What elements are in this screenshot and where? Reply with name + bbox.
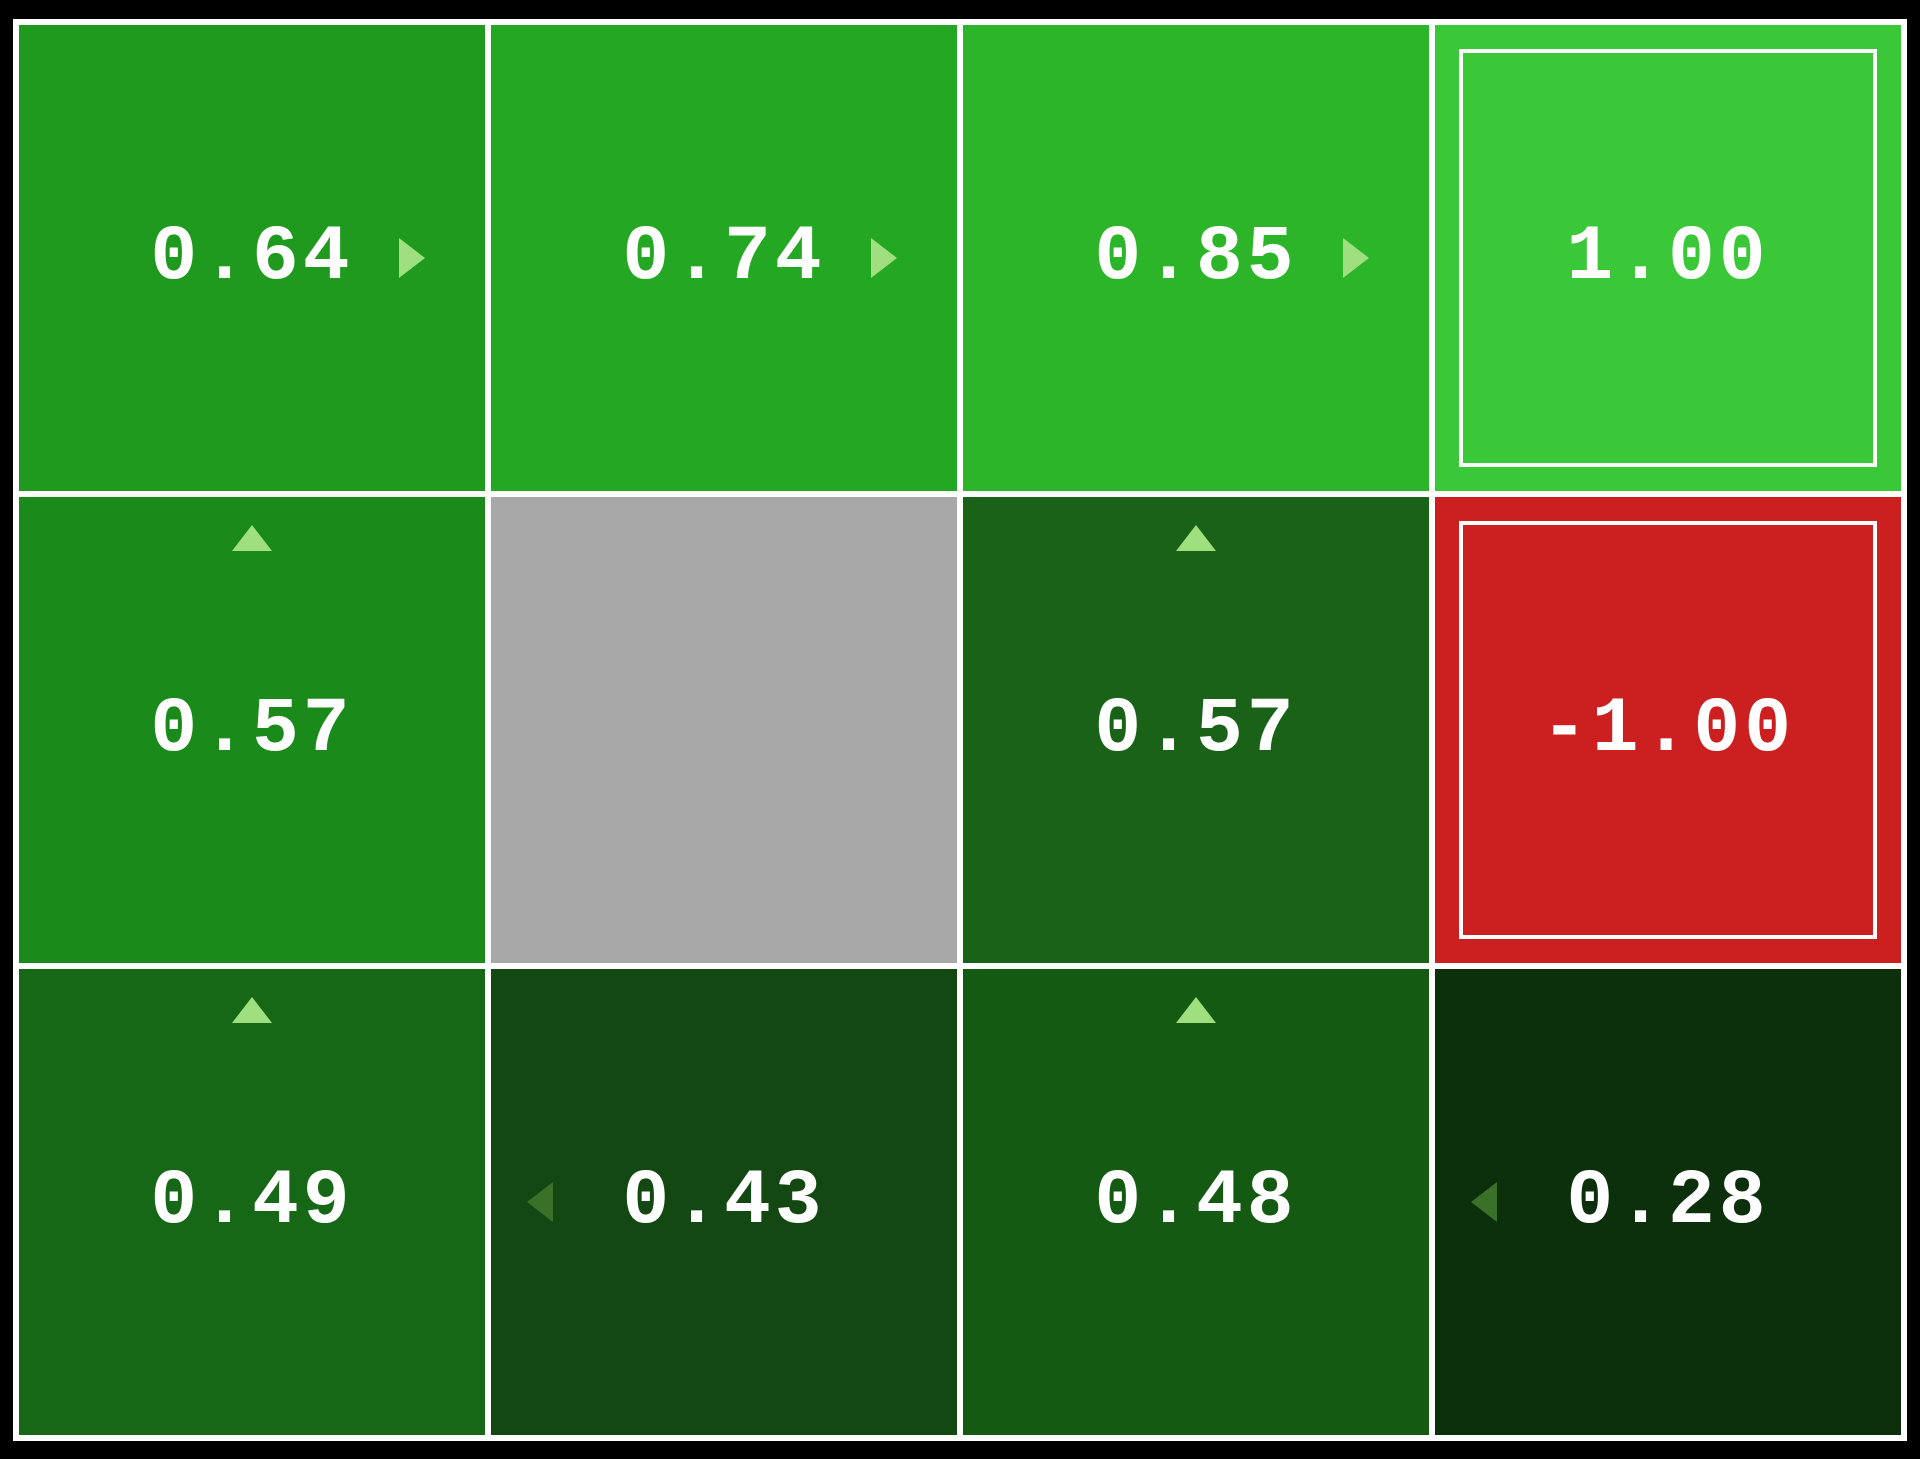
value-grid: 0.64 0.74 0.85 1.00 0.57 0.57 [19, 25, 1901, 1435]
arrow-left-icon [527, 1182, 553, 1222]
cell-2-2: 0.48 [963, 969, 1429, 1435]
cell-1-0: 0.57 [19, 497, 485, 963]
cell-0-2: 0.85 [963, 25, 1429, 491]
cell-value: 0.43 [622, 1158, 825, 1246]
cell-value: 0.64 [150, 214, 353, 302]
cell-value: 0.57 [1094, 686, 1297, 774]
cell-value: -1.00 [1541, 686, 1795, 774]
arrow-right-icon [1343, 238, 1369, 278]
cell-2-3: 0.28 [1435, 969, 1901, 1435]
arrow-right-icon [871, 238, 897, 278]
gridworld-container: 0.64 0.74 0.85 1.00 0.57 0.57 [1, 7, 1919, 1453]
arrow-left-icon [1471, 1182, 1497, 1222]
arrow-up-icon [232, 997, 272, 1023]
arrow-up-icon [232, 525, 272, 551]
cell-value: 0.85 [1094, 214, 1297, 302]
cell-0-0: 0.64 [19, 25, 485, 491]
arrow-up-icon [1176, 997, 1216, 1023]
cell-value: 1.00 [1566, 214, 1769, 302]
cell-0-3-terminal-positive: 1.00 [1435, 25, 1901, 491]
cell-2-0: 0.49 [19, 969, 485, 1435]
cell-value: 0.49 [150, 1158, 353, 1246]
cell-value: 0.57 [150, 686, 353, 774]
cell-1-3-terminal-negative: -1.00 [1435, 497, 1901, 963]
arrow-right-icon [399, 238, 425, 278]
cell-value: 0.48 [1094, 1158, 1297, 1246]
cell-0-1: 0.74 [491, 25, 957, 491]
cell-1-2: 0.57 [963, 497, 1429, 963]
cell-value: 0.28 [1566, 1158, 1769, 1246]
cell-2-1: 0.43 [491, 969, 957, 1435]
arrow-up-icon [1176, 525, 1216, 551]
cell-value: 0.74 [622, 214, 825, 302]
cell-1-1-wall [491, 497, 957, 963]
